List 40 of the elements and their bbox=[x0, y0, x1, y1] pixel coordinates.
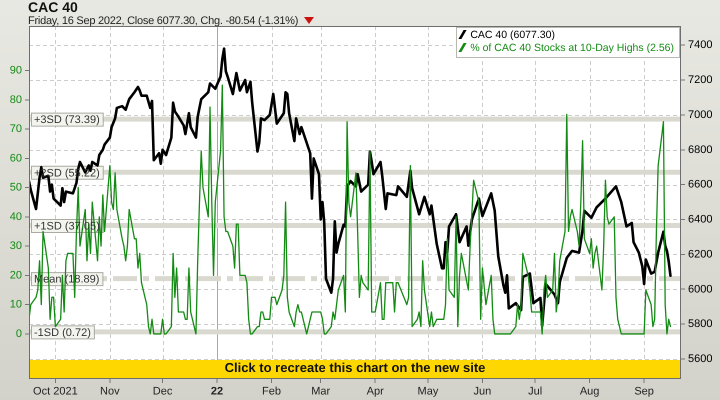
x-tick-label: Jun bbox=[474, 386, 492, 398]
x-tick-label: Aug bbox=[580, 386, 600, 398]
x-tick-label: Nov bbox=[100, 386, 120, 398]
y-tick-label: 90 bbox=[10, 64, 22, 77]
x-tick-label: May bbox=[418, 386, 439, 398]
y2-tick-label: 6200 bbox=[688, 248, 712, 260]
x-tick-label: 22 bbox=[210, 386, 224, 398]
y-tick-label: 40 bbox=[10, 210, 22, 223]
y2-tick-label: 6600 bbox=[688, 178, 712, 191]
y2-tick-label: 7000 bbox=[688, 108, 712, 121]
y-tick-label: 20 bbox=[10, 269, 22, 282]
x-tick-label: Feb bbox=[262, 386, 282, 398]
y-tick-label: 10 bbox=[10, 298, 22, 311]
y-tick-label: 0 bbox=[16, 328, 22, 340]
x-tick-label: Dec bbox=[152, 386, 173, 398]
banner: Click to recreate this chart on the new site bbox=[30, 360, 680, 378]
y-tick-label: 70 bbox=[10, 123, 22, 136]
x-tick-label: Sep bbox=[634, 386, 654, 398]
y-tick-label: 50 bbox=[10, 182, 22, 194]
x-tick-label: Mar bbox=[311, 386, 331, 398]
chart-title: CAC 40 bbox=[28, 0, 78, 15]
x-tick-label: Jul bbox=[528, 386, 542, 398]
chart-subtitle: Friday, 16 Sep 2022, Close 6077.30, Chg. -80.54 (-1.31%) bbox=[28, 15, 298, 27]
y2-tick-label: 5800 bbox=[688, 318, 712, 330]
y2-tick-label: 7400 bbox=[688, 39, 712, 52]
y2-tick-label: 6400 bbox=[688, 214, 712, 226]
legend-label: % of CAC 40 Stocks at 10-Day Highs (2.56) bbox=[470, 42, 674, 54]
y-tick-label: 30 bbox=[10, 240, 22, 252]
y-tick-label: 80 bbox=[10, 94, 22, 106]
y2-tick-label: 6000 bbox=[688, 283, 712, 296]
y2-tick-label: 6800 bbox=[688, 144, 712, 156]
ref-line-label: -1SD (0.72) bbox=[34, 326, 91, 339]
x-tick-label: Oct 2021 bbox=[33, 386, 78, 398]
x-tick-label: Apr bbox=[366, 386, 384, 398]
legend-label: CAC 40 (6077.30) bbox=[470, 29, 555, 41]
ref-line-label: +3SD (73.39) bbox=[34, 114, 100, 126]
annotation: Click to recreate this chart on the new site bbox=[224, 360, 486, 375]
y2-tick-label: 7200 bbox=[688, 74, 712, 86]
y-tick-label: 60 bbox=[10, 152, 22, 164]
y2-tick-label: 5600 bbox=[688, 352, 712, 365]
